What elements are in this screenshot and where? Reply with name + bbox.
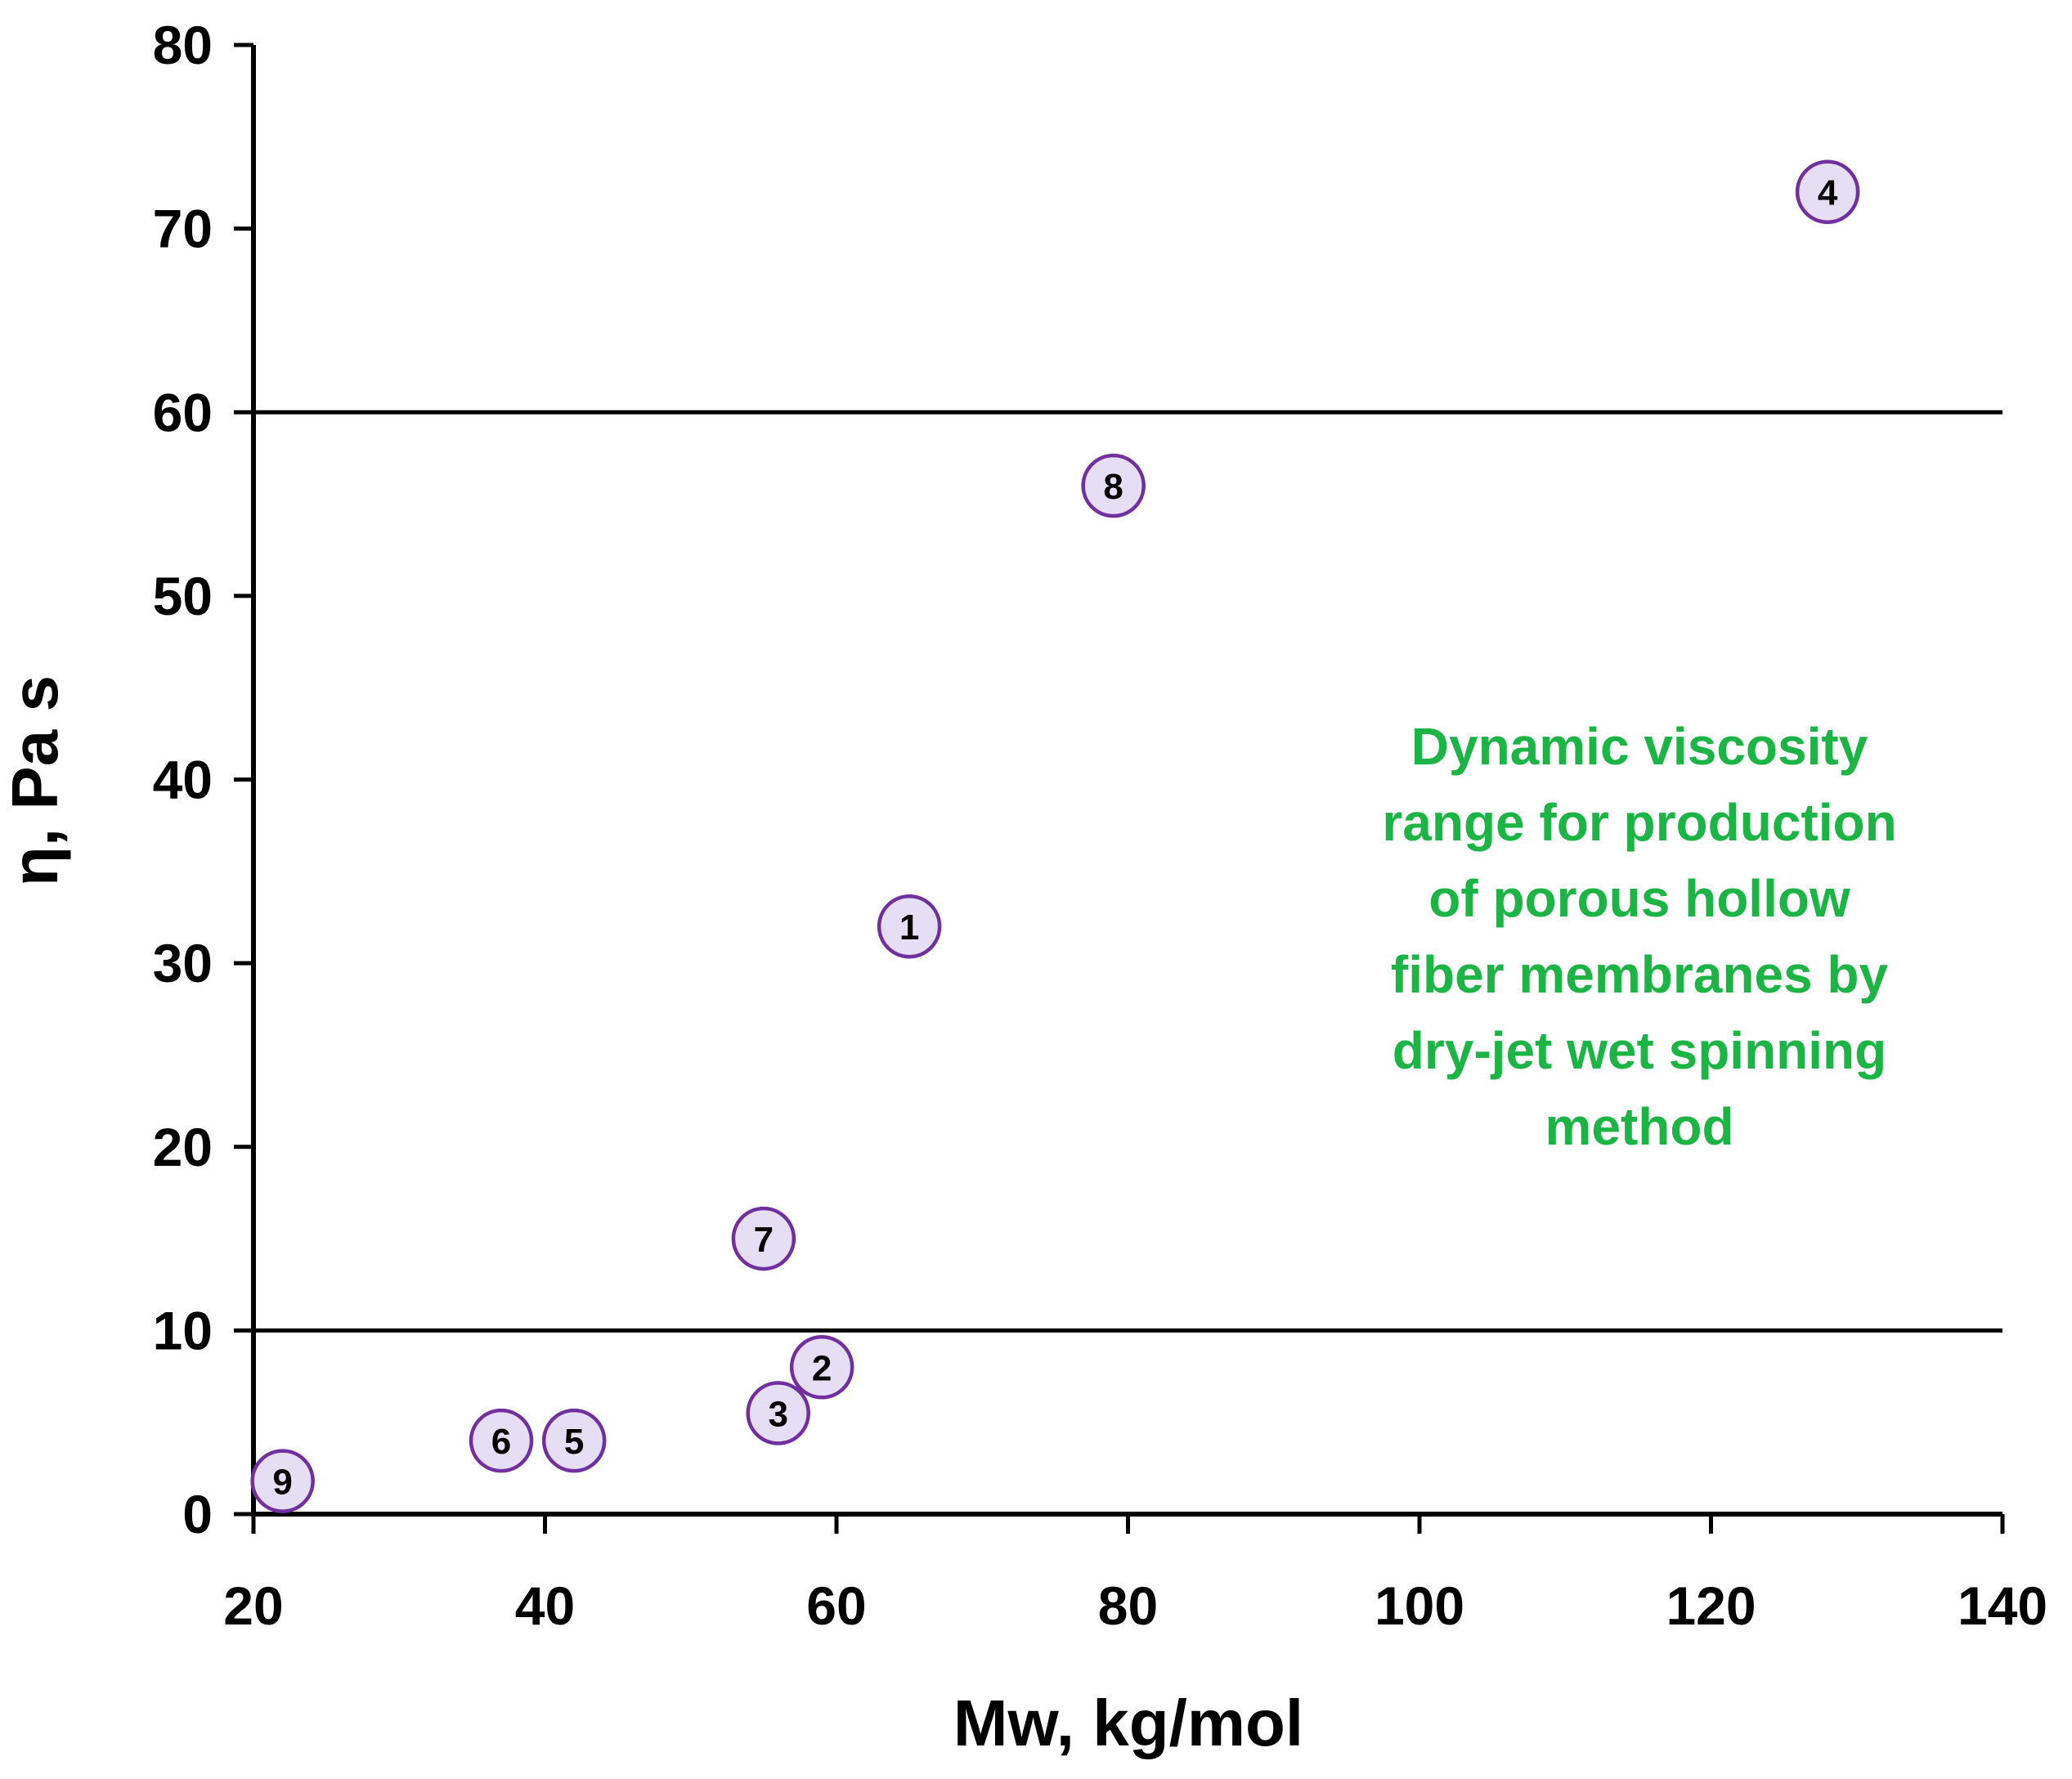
annotation-line: method	[1545, 1097, 1733, 1156]
x-tick-label: 100	[1375, 1575, 1464, 1636]
data-point-5: 5	[541, 1408, 607, 1473]
data-point-marker	[541, 1408, 607, 1473]
y-tick-label: 70	[153, 199, 213, 259]
y-tick-label: 0	[182, 1484, 213, 1544]
y-tick-label: 60	[153, 382, 213, 442]
annotation-line: fiber membranes by	[1391, 945, 1889, 1004]
data-point-6: 6	[469, 1408, 534, 1473]
y-tick-label: 80	[153, 15, 213, 75]
x-tick-label: 140	[1958, 1575, 2047, 1636]
data-point-label: 9	[272, 1463, 292, 1503]
data-point-9: 9	[250, 1449, 315, 1513]
data-point-marker	[877, 894, 942, 959]
data-point-label: 4	[1818, 173, 1838, 213]
y-tick-label: 40	[153, 750, 213, 810]
y-tick-label: 10	[153, 1300, 213, 1360]
data-point-marker	[731, 1206, 796, 1271]
y-tick-label: 30	[153, 933, 213, 993]
data-point-label: 8	[1103, 467, 1123, 507]
y-tick-label: 50	[153, 566, 213, 626]
annotation-line: dry-jet wet spinning	[1393, 1021, 1886, 1080]
data-point-label: 1	[899, 907, 919, 948]
data-point-label: 5	[564, 1422, 584, 1462]
reference-lines	[253, 410, 2002, 1333]
data-point-marker	[746, 1381, 810, 1445]
data-point-3: 3	[746, 1381, 810, 1445]
data-point-label: 2	[812, 1348, 832, 1388]
data-point-marker	[469, 1408, 534, 1473]
data-point-2: 2	[789, 1335, 854, 1400]
y-ticks: 0 10 20 30 40 50 60 70 80	[153, 15, 253, 1544]
x-tick-label: 120	[1666, 1575, 1756, 1636]
y-tick-label: 20	[153, 1117, 213, 1177]
data-point-marker	[789, 1335, 854, 1400]
x-axis-title: Mw, kg/mol	[953, 1687, 1303, 1759]
data-point-label: 7	[754, 1220, 774, 1260]
annotation-line: range for production	[1382, 793, 1896, 852]
x-tick-label: 80	[1098, 1575, 1158, 1636]
data-point-8: 8	[1081, 453, 1146, 518]
annotation-line: of porous hollow	[1428, 869, 1850, 928]
data-point-1: 1	[877, 894, 942, 959]
y-axis-title: η, Pa s	[0, 675, 71, 886]
annotation-text: Dynamic viscosity range for production o…	[1382, 717, 1896, 1156]
data-point-label: 3	[768, 1394, 787, 1434]
x-tick-label: 60	[806, 1575, 866, 1636]
data-point-marker	[250, 1449, 315, 1513]
data-point-4: 4	[1795, 159, 1860, 224]
data-point-marker	[1795, 159, 1860, 224]
axes	[251, 45, 2002, 1517]
data-point-7: 7	[731, 1206, 796, 1271]
annotation-line: Dynamic viscosity	[1411, 717, 1868, 776]
x-tick-label: 20	[223, 1575, 283, 1636]
data-point-label: 6	[491, 1422, 511, 1462]
x-ticks: 20 40 60 80 100 120 140	[223, 1514, 2047, 1636]
x-tick-label: 40	[515, 1575, 575, 1636]
data-point-marker	[1081, 453, 1146, 518]
